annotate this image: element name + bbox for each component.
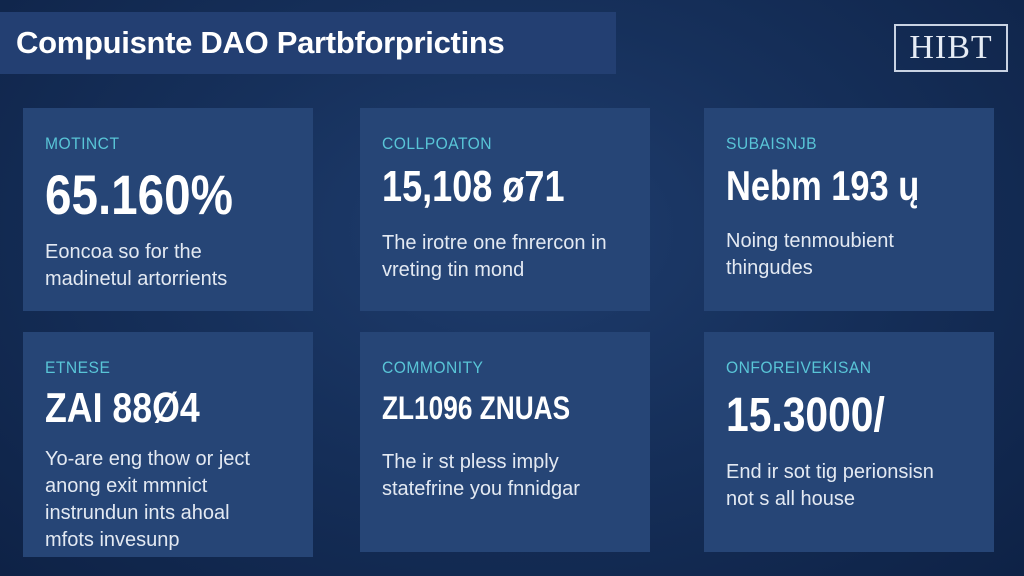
card-description: Noing tenmoubient thingudes [726,230,894,279]
card-label: COMMONITY [382,358,484,377]
title-banner: Compuisnte DAO Partbforprictins [0,12,616,74]
stat-card-etnese: ETNESE ZAI 88Ø4 Yo-are eng thow or ject … [23,332,313,557]
stat-card-onforeivekisan: ONFOREIVEKISAN 15.3000/ End ir sot tig p… [704,332,994,552]
stat-card-motinct: MOTINCT 65.160% Eoncoa so for the madine… [23,108,313,311]
card-value: 15.3000/ [726,389,885,442]
card-label: MOTINCT [45,134,120,153]
stat-card-commonity: COMMONITY ZL1096 ZNUAS The ir st pless i… [360,332,650,552]
stat-card-subaisnjb: SUBAISNJB Nebm 193 ų Noing tenmoubient t… [704,108,994,311]
stat-card-collpoaton: COLLPOATON 15,108 ø71 The irotre one fnr… [360,108,650,311]
page-title: Compuisnte DAO Partbforprictins [16,25,505,60]
card-label: ONFOREIVEKISAN [726,358,872,377]
card-description: End ir sot tig perionsisn not s all hous… [726,461,934,510]
logo-text: HIBT [909,29,993,66]
card-value: 15,108 ø71 [382,162,565,211]
card-value: Nebm 193 ų [726,162,920,209]
card-value: ZL1096 ZNUAS [382,390,571,426]
card-description: The irotre one fnrercon in vreting tin m… [382,232,607,281]
card-value: ZAI 88Ø4 [45,384,200,431]
card-description: The ir st pless imply statefrine you fnn… [382,451,580,500]
card-value: 65.160% [45,163,233,226]
card-label: COLLPOATON [382,134,493,153]
card-label: ETNESE [45,358,111,377]
card-description: Yo-are eng thow or ject anong exit mmnic… [45,448,250,551]
card-description: Eoncoa so for the madinetul artorrients [45,241,228,290]
brand-logo: HIBT [894,24,1008,72]
card-label: SUBAISNJB [726,134,818,153]
